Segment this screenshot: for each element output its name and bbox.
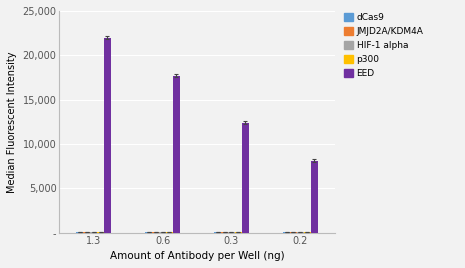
Bar — [97, 232, 104, 233]
Bar — [214, 232, 221, 233]
Bar — [283, 232, 290, 233]
Bar — [304, 232, 311, 233]
Bar — [166, 232, 173, 233]
Bar — [90, 232, 97, 233]
Bar — [221, 232, 228, 233]
Bar — [242, 123, 249, 233]
Bar — [297, 232, 304, 233]
Bar — [173, 76, 180, 233]
Bar — [290, 232, 297, 233]
Bar — [235, 232, 242, 233]
X-axis label: Amount of Antibody per Well (ng): Amount of Antibody per Well (ng) — [110, 251, 285, 261]
Bar — [152, 232, 159, 233]
Bar — [77, 232, 83, 233]
Bar — [104, 38, 111, 233]
Bar — [228, 232, 235, 233]
Y-axis label: Median Fluorescent Intensity: Median Fluorescent Intensity — [7, 51, 17, 193]
Bar — [146, 232, 152, 233]
Bar — [311, 161, 318, 233]
Bar — [83, 232, 90, 233]
Legend: dCas9, JMJD2A/KDM4A, HIF-1 alpha, p300, EED: dCas9, JMJD2A/KDM4A, HIF-1 alpha, p300, … — [342, 11, 425, 80]
Bar — [159, 232, 166, 233]
